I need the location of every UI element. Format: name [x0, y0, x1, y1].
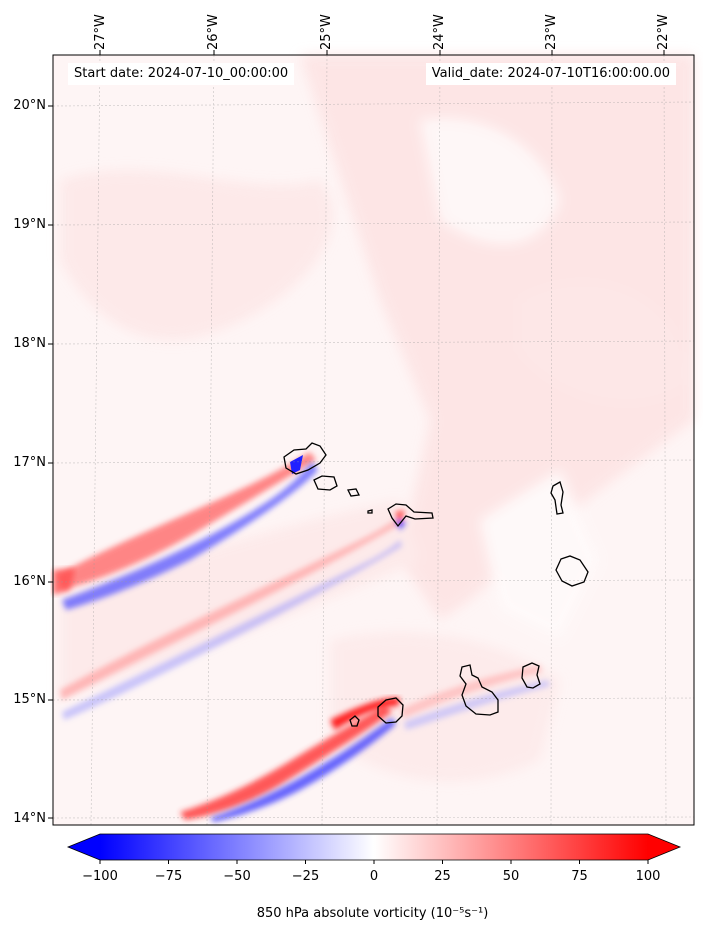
lon-ticks [99, 50, 665, 55]
santo-antao-coastline [283, 442, 327, 475]
colorbar-title: 850 hPa absolute vorticity (10⁻⁵s⁻¹) [0, 906, 703, 921]
santa-luzia-coastline [347, 488, 360, 497]
colorbar-tick-label: −75 [154, 869, 183, 884]
lon-label-26w: 26°W [206, 14, 221, 50]
vorticity-field [53, 55, 694, 825]
lat-label-15n: 15°N [13, 692, 46, 707]
start-date-label: Start date: 2024-07-10_00:00:00 [68, 63, 295, 85]
colorbar-extend-min [68, 834, 100, 860]
valid-date-label: Valid_date: 2024-07-10T16:00:00.00 [425, 63, 676, 85]
colorbar-tick-label: −100 [82, 869, 118, 884]
colorbar-field-name: 850 hPa absolute vorticity [256, 906, 427, 921]
fogo-coastline [377, 697, 404, 724]
lon-label-23w: 23°W [544, 14, 559, 50]
maio-coastline [521, 662, 541, 689]
sao-nicolau-coastline [387, 503, 434, 528]
lon-label-25w: 25°W [319, 14, 334, 50]
map-frame [52, 54, 695, 826]
lat-label-14n: 14°N [13, 811, 46, 826]
colorbar-body [100, 834, 648, 860]
lat-label-18n: 18°N [13, 336, 46, 351]
santiago-coastline [459, 664, 499, 716]
colorbar-tick-label: 75 [571, 869, 588, 884]
lon-label-27w: 27°W [93, 14, 108, 50]
lat-label-19n: 19°N [13, 217, 46, 232]
sao-vicente-coastline [313, 475, 338, 491]
colorbar-tick-label: 25 [434, 869, 451, 884]
sao-nicolau-west-coastline [367, 509, 373, 514]
coastlines [283, 442, 589, 727]
boa-vista-coastline [555, 555, 589, 587]
colorbar-units: (10⁻⁵s⁻¹) [430, 906, 489, 921]
colorbar-tick-label: −25 [291, 869, 320, 884]
colorbar-extend-max [648, 834, 680, 860]
lon-label-22w: 22°W [656, 14, 671, 50]
colorbar-tick-label: 50 [502, 869, 520, 884]
colorbar-ticks [99, 860, 649, 864]
colorbar-tick-label: 0 [369, 869, 379, 884]
lat-ticks [48, 105, 53, 819]
graticule [52, 54, 695, 826]
lon-label-24w: 24°W [432, 14, 447, 50]
colorbar-tick-label: −50 [223, 869, 251, 884]
lat-label-17n: 17°N [13, 455, 46, 470]
brava-coastline [349, 715, 360, 727]
lat-label-16n: 16°N [13, 574, 46, 589]
sal-coastline [550, 481, 564, 515]
colorbar [66, 833, 682, 864]
lat-label-20n: 20°N [13, 98, 46, 113]
colorbar-tick-label: 100 [635, 869, 661, 884]
